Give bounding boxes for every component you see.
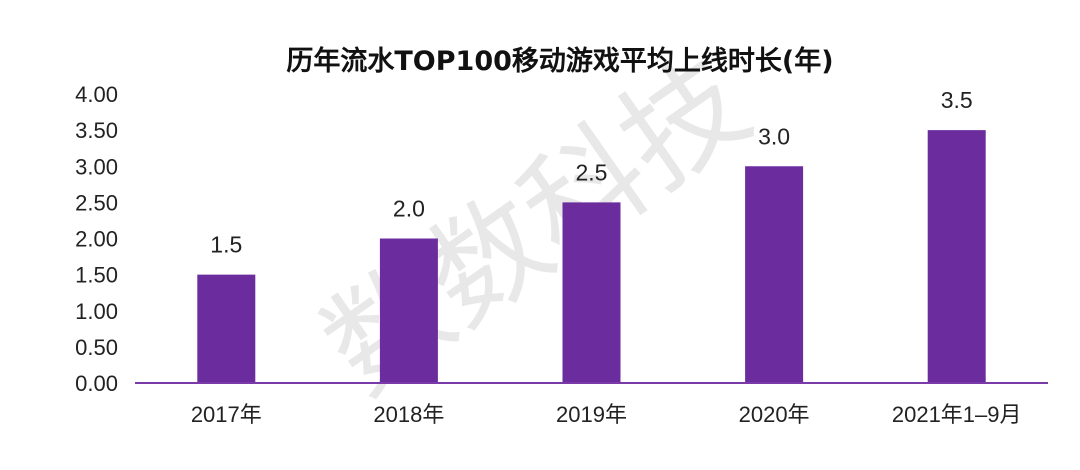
- y-tick-label: 2.50: [75, 190, 118, 215]
- x-tick-label: 2021年1–9月: [892, 402, 1022, 427]
- x-tick-label: 2019年: [556, 402, 627, 427]
- bar: [197, 274, 256, 383]
- x-axis-ticks: 2017年 2018年 2019年 2020年 2021年1–9月: [191, 402, 1022, 427]
- chart-title: 历年流水TOP100移动游戏平均上线时长(年): [286, 45, 833, 77]
- x-tick-label: 2017年: [191, 402, 262, 427]
- y-tick-label: 3.50: [75, 118, 118, 143]
- bar-data-label: 1.5: [210, 232, 242, 258]
- bar-data-label: 2.0: [393, 196, 425, 222]
- y-tick-label: 1.00: [75, 299, 118, 324]
- data-labels-group: 1.5 2.0 2.5 3.0 3.5: [210, 87, 972, 258]
- bar: [562, 202, 621, 383]
- y-tick-label: 3.00: [75, 154, 118, 179]
- y-tick-label: 4.00: [75, 82, 118, 107]
- bar: [379, 238, 438, 383]
- bar: [745, 166, 804, 383]
- y-tick-label: 0.00: [75, 371, 118, 396]
- bar-data-label: 3.5: [941, 87, 973, 113]
- bars-group: [197, 130, 986, 383]
- y-tick-label: 1.50: [75, 263, 118, 288]
- watermark: 数数科技: [300, 32, 773, 421]
- x-tick-label: 2018年: [373, 402, 444, 427]
- bar-data-label: 2.5: [576, 159, 608, 185]
- y-axis-ticks: 0.00 0.50 1.00 1.50 2.00 2.50 3.00 3.50 4.00: [75, 82, 118, 396]
- bar-data-label: 3.0: [758, 123, 790, 149]
- y-tick-label: 0.50: [75, 335, 118, 360]
- x-tick-label: 2020年: [739, 402, 810, 427]
- y-tick-label: 2.00: [75, 227, 118, 252]
- bar: [927, 130, 986, 383]
